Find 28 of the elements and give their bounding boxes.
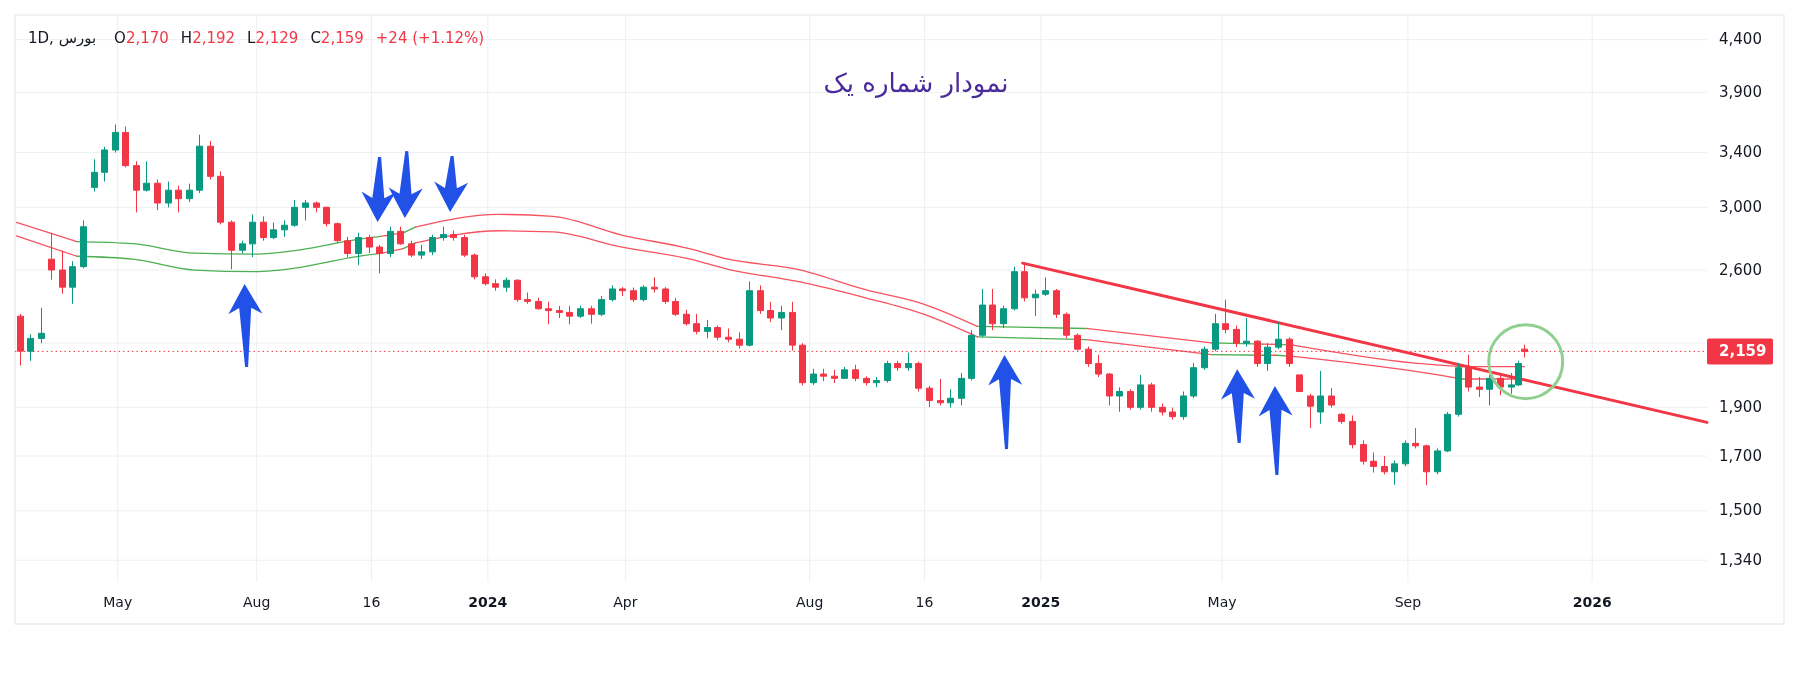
x-tick-label: 2025 <box>1021 594 1061 610</box>
x-tick-label: 16 <box>915 594 934 610</box>
annotation: C2,159 <box>310 28 364 47</box>
x-tick-label: Aug <box>243 594 271 610</box>
annotation: O2,170 <box>114 28 169 47</box>
text: نمودار شماره یک <box>823 67 1009 99</box>
x-tick-label: Apr <box>613 594 638 610</box>
x-tick-label: 16 <box>362 594 381 610</box>
x-tick-label: May <box>1207 594 1237 610</box>
y-tick-label: 2,600 <box>1719 260 1762 279</box>
text: 1D, بورس <box>28 28 97 47</box>
y-tick-label: 1,500 <box>1719 501 1762 520</box>
annotation: L2,129 <box>247 28 299 47</box>
ref-line-label: 2,159 <box>1719 341 1767 360</box>
x-tick-label: Sep <box>1394 594 1422 610</box>
y-tick-label: 1,700 <box>1719 446 1762 465</box>
y-tick-label: 4,400 <box>1719 30 1762 49</box>
y-tick-label: 1,340 <box>1719 550 1762 569</box>
x-tick-label: 2026 <box>1572 594 1612 610</box>
y-tick-label: 3,900 <box>1719 82 1762 101</box>
x-tick-label: May <box>103 594 133 610</box>
x-tick-label: 2024 <box>468 594 508 610</box>
y-tick-label: 1,900 <box>1719 397 1762 416</box>
annotation: +24 (+1.12%) <box>375 28 485 47</box>
annotation: H2,192 <box>180 28 236 47</box>
y-tick-label: 3,000 <box>1719 197 1762 216</box>
x-tick-label: Aug <box>795 594 824 610</box>
y-tick-label: 3,400 <box>1719 143 1762 162</box>
